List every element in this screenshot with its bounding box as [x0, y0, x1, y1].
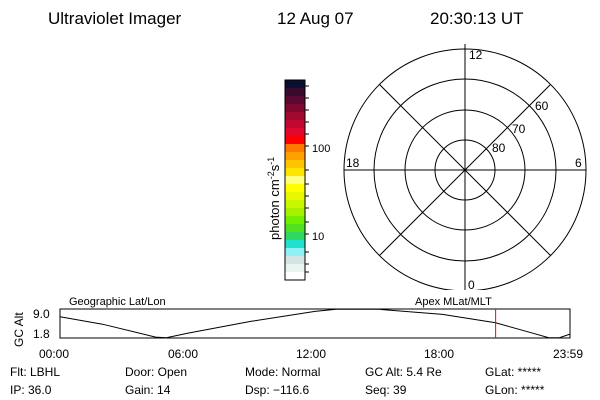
colorbar-band [285, 104, 305, 113]
colorbar-minor-ticks [305, 85, 309, 273]
colorbar-band [285, 88, 305, 97]
x-tick-label: 12:00 [296, 347, 326, 361]
y-tick-1.8: 1.8 [33, 327, 50, 341]
altitude-series-line [59, 308, 571, 339]
colorbar-band [285, 232, 305, 241]
y-tick-9: 9.0 [33, 307, 50, 321]
colorbar-label: photon cm-2s-1 [266, 157, 282, 240]
x-tick-label: 00:00 [39, 347, 69, 361]
colorbar-band [285, 200, 305, 209]
date-label: 12 Aug 07 [277, 9, 354, 28]
y-axis-label: GC Alt [12, 312, 26, 347]
colorbar-band [285, 160, 305, 169]
status-field: Door: Open [125, 365, 187, 379]
lat-label-70: 70 [512, 122, 526, 136]
x-tick-label: 06:00 [168, 347, 198, 361]
colorbar-band [285, 272, 305, 281]
apex-title: Apex MLat/MLT [415, 296, 492, 308]
colorbar-band [285, 168, 305, 177]
x-tick-label: 18:00 [424, 347, 454, 361]
colorbar-band [285, 128, 305, 137]
status-field: Gain: 14 [125, 383, 171, 397]
status-field: GLon: ***** [485, 383, 545, 397]
colorbar-band [285, 144, 305, 153]
lat-label-80: 80 [492, 141, 506, 155]
status-field: Seq: 39 [365, 383, 407, 397]
status-field: GC Alt: 5.4 Re [365, 365, 442, 379]
colorbar [285, 80, 305, 281]
colorbar-band [285, 112, 305, 121]
x-tick-label: 23:59 [553, 347, 583, 361]
colorbar-tick-100: 100 [312, 143, 330, 155]
colorbar-band [285, 216, 305, 225]
lat-label-60: 60 [535, 99, 549, 113]
mlt-label-0: 0 [468, 278, 475, 292]
instrument-title: Ultraviolet Imager [48, 9, 182, 28]
mlt-label-12: 12 [469, 48, 483, 62]
colorbar-band [285, 96, 305, 105]
colorbar-band [285, 264, 305, 273]
colorbar-band [285, 176, 305, 185]
colorbar-band [285, 240, 305, 249]
mlt-label-6: 6 [575, 156, 582, 170]
status-field: Mode: Normal [245, 365, 320, 379]
status-field: Dsp: −116.6 [245, 383, 309, 397]
polar-clip [300, 290, 600, 308]
mlt-label-18: 18 [346, 156, 360, 170]
colorbar-band [285, 120, 305, 129]
polar-grid [343, 44, 587, 292]
colorbar-band [285, 224, 305, 233]
colorbar-band [285, 80, 305, 89]
colorbar-band [285, 184, 305, 193]
status-field: Flt: LBHL [10, 365, 60, 379]
status-field: GLat: ***** [485, 365, 541, 379]
x-tick-labels: 00:00 06:00 12:00 18:00 23:59 [39, 347, 583, 361]
colorbar-band [285, 248, 305, 257]
colorbar-tick-10: 10 [312, 231, 324, 243]
altitude-plot-frame [59, 308, 571, 339]
status-panel: Flt: LBHL Door: Open Mode: Normal GC Alt: 5… [10, 365, 545, 397]
mlt-diagonal [379, 84, 551, 256]
time-label: 20:30:13 UT [430, 9, 524, 28]
colorbar-band [285, 192, 305, 201]
colorbar-band [285, 208, 305, 217]
geographic-title: Geographic Lat/Lon [69, 296, 166, 308]
colorbar-band [285, 256, 305, 265]
status-field: IP: 36.0 [10, 383, 52, 397]
colorbar-band [285, 136, 305, 145]
colorbar-frame [284, 79, 306, 281]
colorbar-band [285, 152, 305, 161]
